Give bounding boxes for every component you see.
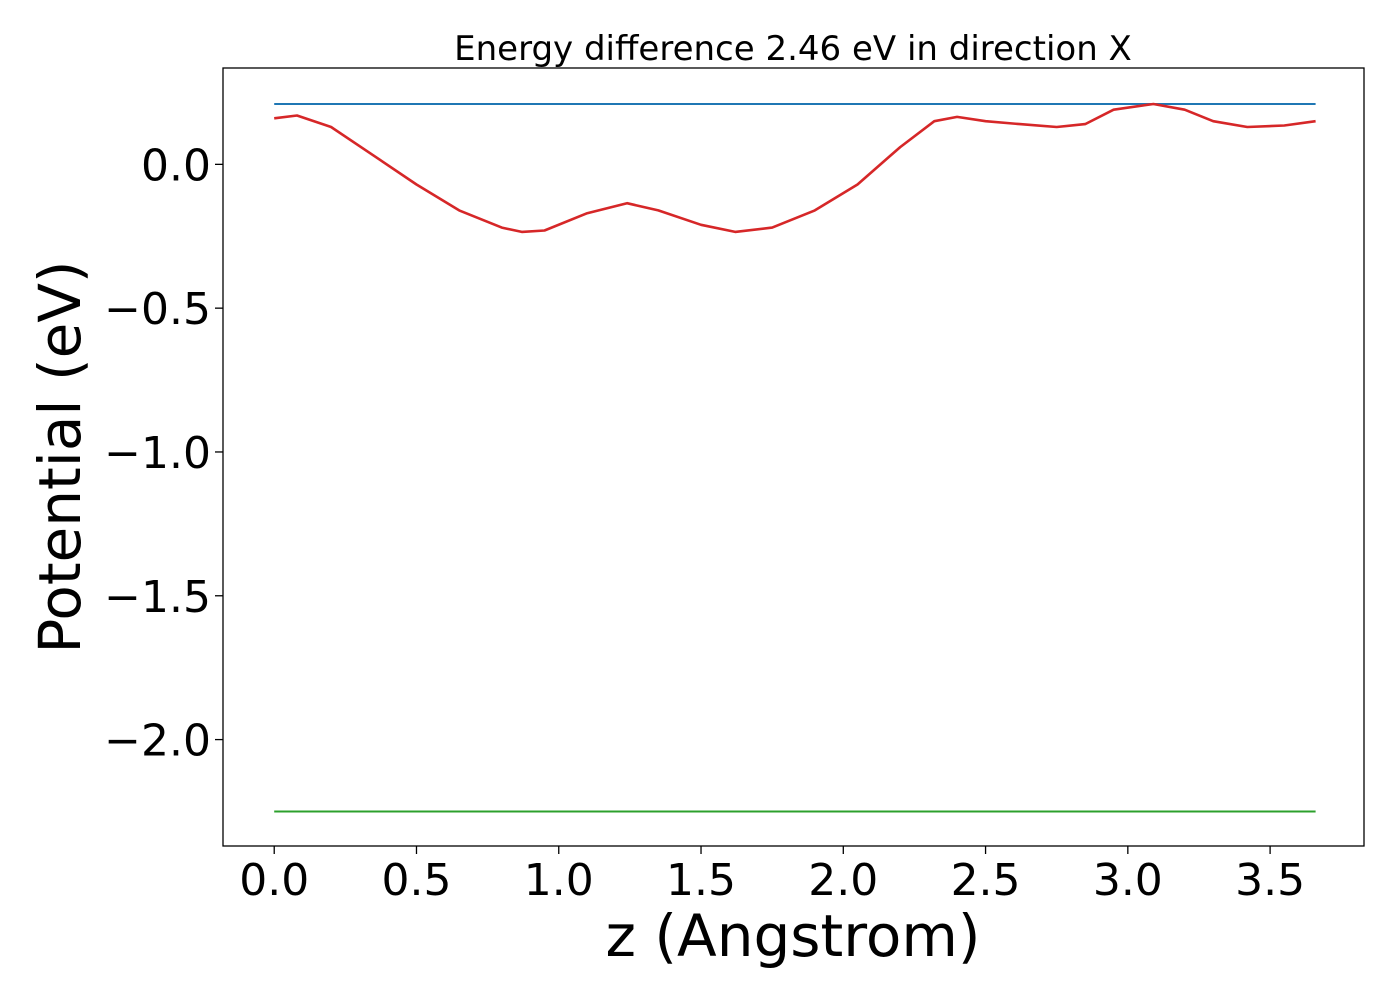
y-tick-label: −1.5: [104, 572, 211, 623]
x-tick-label: 1.5: [666, 855, 736, 906]
x-axis-ticks: 0.0 0.5 1.0 1.5 2.0 2.5 3.0 3.5: [239, 846, 1305, 906]
y-tick-label: 0.0: [141, 140, 211, 191]
x-tick-label: 1.0: [524, 855, 594, 906]
x-tick-label: 2.0: [808, 855, 878, 906]
chart-title: Energy difference 2.46 eV in direction X: [454, 29, 1132, 69]
series-line-2: [274, 102, 1316, 234]
y-tick-label: −0.5: [104, 284, 211, 335]
x-tick-label: 3.5: [1235, 855, 1305, 906]
x-tick-label: 3.0: [1093, 855, 1163, 906]
y-tick-label: −2.0: [104, 716, 211, 767]
x-tick-label: 0.5: [381, 855, 451, 906]
y-tick-label: −1.0: [104, 428, 211, 479]
x-tick-label: 2.5: [951, 855, 1021, 906]
x-tick-label: 0.0: [239, 855, 309, 906]
plot-frame: [222, 67, 1365, 847]
y-axis-ticks: 0.0 −0.5 −1.0 −1.5 −2.0: [104, 140, 223, 767]
y-axis-label: Potential (eV): [26, 260, 94, 653]
x-axis-label: z (Angstrom): [606, 902, 981, 970]
plot-area: [274, 102, 1316, 813]
